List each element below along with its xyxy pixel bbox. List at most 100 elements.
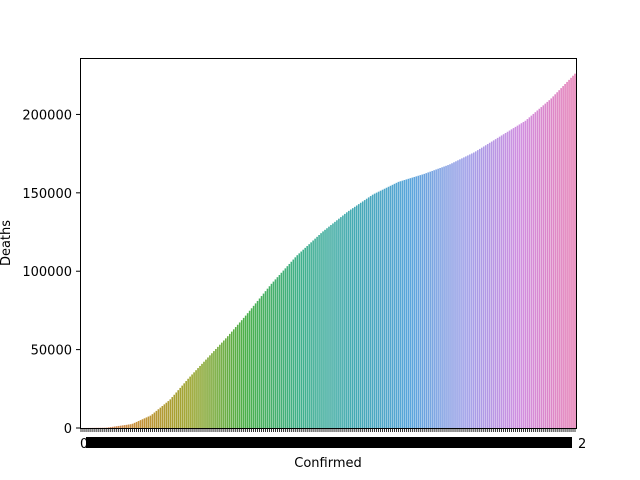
bar <box>502 134 505 429</box>
bar <box>181 385 183 428</box>
bar <box>215 348 217 428</box>
bar <box>423 173 426 428</box>
bar <box>574 73 576 429</box>
bar <box>558 90 560 429</box>
bar <box>209 355 211 428</box>
bar <box>125 424 128 428</box>
bar <box>175 392 178 428</box>
bar <box>357 204 360 428</box>
bar <box>512 128 515 428</box>
bar <box>193 372 195 428</box>
bar <box>524 120 527 428</box>
bar <box>153 412 156 428</box>
bar <box>127 424 130 428</box>
bar <box>459 159 461 428</box>
bar <box>455 161 457 428</box>
bar <box>482 146 485 428</box>
bar <box>187 378 189 428</box>
bar <box>568 79 570 429</box>
bar <box>230 331 233 428</box>
bar <box>353 206 356 428</box>
bar <box>155 410 158 428</box>
bar <box>129 424 132 428</box>
y-axis: 0 50000 100000 150000 200000 <box>22 108 80 437</box>
bar <box>113 426 116 428</box>
bar <box>538 108 541 429</box>
bar <box>221 342 223 428</box>
bar <box>177 390 179 428</box>
bar <box>480 147 483 428</box>
x-axis-label: Confirmed <box>294 456 362 471</box>
bar <box>173 394 176 428</box>
bar <box>318 235 320 428</box>
bar <box>544 103 547 428</box>
bar <box>264 291 267 428</box>
bar <box>240 320 243 428</box>
bar <box>330 225 332 428</box>
bar <box>572 75 574 429</box>
bar <box>461 158 463 428</box>
bar <box>540 107 543 428</box>
bar <box>550 98 552 429</box>
bar <box>246 313 249 428</box>
bar <box>425 173 427 428</box>
bar <box>179 387 181 428</box>
bar <box>399 181 402 428</box>
bar <box>393 183 396 428</box>
bar <box>471 153 473 428</box>
bar <box>254 303 257 428</box>
bar <box>518 124 521 429</box>
bar <box>250 308 253 428</box>
bar <box>137 421 140 428</box>
bar <box>227 336 229 428</box>
bar <box>238 322 241 428</box>
bar <box>340 217 342 428</box>
bar <box>566 81 568 429</box>
bar <box>171 397 174 428</box>
bar <box>542 105 545 428</box>
bar <box>306 246 308 428</box>
bar <box>139 420 142 428</box>
bar <box>232 329 235 428</box>
bar <box>342 215 344 428</box>
bar <box>463 157 465 428</box>
bar <box>395 182 398 428</box>
bar <box>500 135 503 428</box>
bar <box>375 192 378 428</box>
bar <box>552 96 554 429</box>
bar <box>387 186 390 428</box>
bar <box>149 415 152 428</box>
bar <box>415 176 418 428</box>
bar <box>405 179 408 428</box>
bar <box>546 101 549 428</box>
bar <box>276 277 279 428</box>
bar <box>234 327 237 428</box>
bar <box>197 368 199 428</box>
bar <box>151 414 154 428</box>
bars-group <box>82 73 576 429</box>
bar <box>223 340 225 428</box>
bar <box>324 229 326 428</box>
bar <box>107 427 110 428</box>
bar <box>258 298 261 428</box>
bar <box>115 426 118 428</box>
bar <box>427 172 429 428</box>
bar <box>302 249 304 428</box>
bar <box>217 346 219 428</box>
bar <box>514 126 517 428</box>
bar <box>159 407 162 428</box>
bar <box>167 401 170 428</box>
bar <box>312 240 314 428</box>
bar <box>556 92 558 429</box>
bar <box>407 178 410 428</box>
bar <box>242 317 245 428</box>
bar <box>308 244 310 428</box>
bar <box>123 425 126 428</box>
bar <box>443 166 445 429</box>
bar <box>469 154 471 428</box>
bar <box>282 270 285 428</box>
plot-frame <box>80 58 577 429</box>
bar <box>449 164 451 428</box>
bar <box>451 163 453 428</box>
